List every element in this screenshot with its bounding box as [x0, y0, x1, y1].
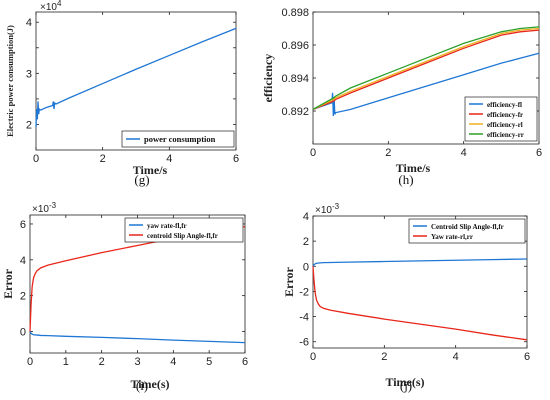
- x-axis-label: Time(s): [385, 375, 424, 389]
- series-line-1: [312, 266, 528, 341]
- panel-caption: (h): [398, 172, 413, 187]
- legend-entry: yaw rate-fl,fr: [147, 222, 187, 230]
- y-tick-label: 2: [303, 236, 309, 248]
- panel-caption: (i): [136, 378, 148, 393]
- y-axis-label: Error: [1, 268, 15, 298]
- chart-i: 0 1 2 3 4 5 6 0 2 4 6 ×10-3 Time(s) Error yaw rate-fl,…: [1, 201, 248, 393]
- series-line-0: [29, 331, 246, 344]
- x-tick-label: 6: [242, 356, 248, 368]
- legend-box: [408, 218, 526, 244]
- legend: Centroid Slip Angle-fl,fr Yaw rate-rl,rr: [408, 218, 526, 244]
- x-tick-label: 6: [524, 351, 530, 363]
- exponent-power: 4: [57, 0, 62, 8]
- x-tick-label: 4: [170, 356, 176, 368]
- x-tick-label: 0: [310, 147, 316, 159]
- exponent-power: -3: [332, 202, 340, 211]
- panel-caption: (j): [400, 378, 412, 393]
- legend: yaw rate-fl,fr centroid Slip Angle-fl,fr: [124, 217, 244, 243]
- y-tick-label: -2: [299, 286, 309, 298]
- exponent-power: -3: [49, 201, 57, 210]
- legend-entry: efficiency-rl: [487, 121, 523, 129]
- y-tick-label: -6: [299, 337, 309, 349]
- x-tick-label: 4: [461, 147, 467, 159]
- y-axis-label: Electric power consumption(J): [5, 25, 15, 137]
- y-tick-label: 6: [20, 219, 26, 231]
- series-line-2: [312, 27, 540, 110]
- y-tick-label: 4: [303, 211, 309, 223]
- x-tick-label: 0: [27, 356, 33, 368]
- y-tick-label: -4: [299, 312, 309, 324]
- x-tick-label: 1: [63, 356, 69, 368]
- exponent-label: ×10-3: [315, 202, 340, 216]
- x-tick-label: 2: [381, 351, 387, 363]
- series-line-3: [312, 26, 540, 110]
- x-tick-label: 2: [99, 356, 105, 368]
- legend-entry: power consumption: [144, 134, 216, 144]
- legend-box: [121, 130, 235, 148]
- x-tick-label: 4: [166, 153, 172, 165]
- x-tick-label: 6: [233, 153, 239, 165]
- x-tick-label: 5: [206, 356, 212, 368]
- x-axis-label: Time/s: [133, 163, 168, 177]
- y-tick-label: 0.898: [281, 7, 309, 19]
- chart-j: 0 2 4 6 -6 -4 -2 0 2 4 ×10-3 Time(s) Error Centroid S…: [282, 202, 530, 393]
- legend-entry: Yaw rate-rl,rr: [431, 233, 473, 241]
- x-tick-label: 3: [134, 356, 140, 368]
- legend: efficiency-fl efficiency-fr efficiency-rl e…: [464, 96, 538, 142]
- legend-entry: centroid Slip Angle-fl,fr: [147, 232, 218, 240]
- series-line-0: [35, 27, 237, 128]
- y-axis-label: efficiency: [261, 54, 275, 103]
- legend-entry: efficiency-rr: [487, 131, 524, 139]
- y-tick-label: 0.896: [281, 40, 309, 52]
- y-tick-label: 4: [26, 17, 32, 29]
- x-tick-label: 0: [33, 153, 39, 165]
- y-tick-label: 2: [20, 291, 26, 303]
- exponent-label: ×10-3: [32, 201, 57, 215]
- series-line-1: [29, 226, 246, 332]
- y-axis-label: Error: [282, 266, 296, 296]
- legend-entry: efficiency-fl: [487, 101, 522, 109]
- series-line-0: [312, 52, 540, 116]
- x-tick-label: 2: [385, 147, 391, 159]
- legend-entry: efficiency-fr: [487, 111, 523, 119]
- legend-box: [124, 217, 244, 243]
- y-tick-label: 0.894: [281, 73, 309, 85]
- x-tick-label: 0: [310, 351, 316, 363]
- plot-frame: [35, 11, 237, 151]
- y-tick-label: 0: [303, 261, 309, 273]
- y-tick-label: 0: [20, 326, 26, 338]
- y-tick-label: 4: [20, 255, 26, 267]
- series-line-1: [312, 29, 540, 110]
- y-tick-label: 0.892: [281, 106, 309, 118]
- legend-entry: Centroid Slip Angle-fl,fr: [431, 223, 504, 231]
- x-axis-label: Time/s: [396, 161, 431, 175]
- series-line-0: [312, 258, 528, 267]
- y-tick-label: 2: [26, 119, 32, 131]
- x-tick-label: 6: [536, 147, 542, 159]
- x-tick-label: 4: [453, 351, 459, 363]
- x-tick-label: 2: [100, 153, 106, 165]
- chart-h: 0 2 4 6 0.892 0.894 0.896 0.898 Time/s efficiency…: [261, 7, 542, 187]
- panel-caption: (g): [134, 172, 149, 187]
- legend: power consumption: [121, 130, 235, 148]
- plot-frame: [312, 215, 528, 349]
- exponent-label: ×104: [40, 0, 62, 13]
- x-axis-label: Time(s): [130, 377, 169, 391]
- y-tick-label: 3: [26, 68, 32, 80]
